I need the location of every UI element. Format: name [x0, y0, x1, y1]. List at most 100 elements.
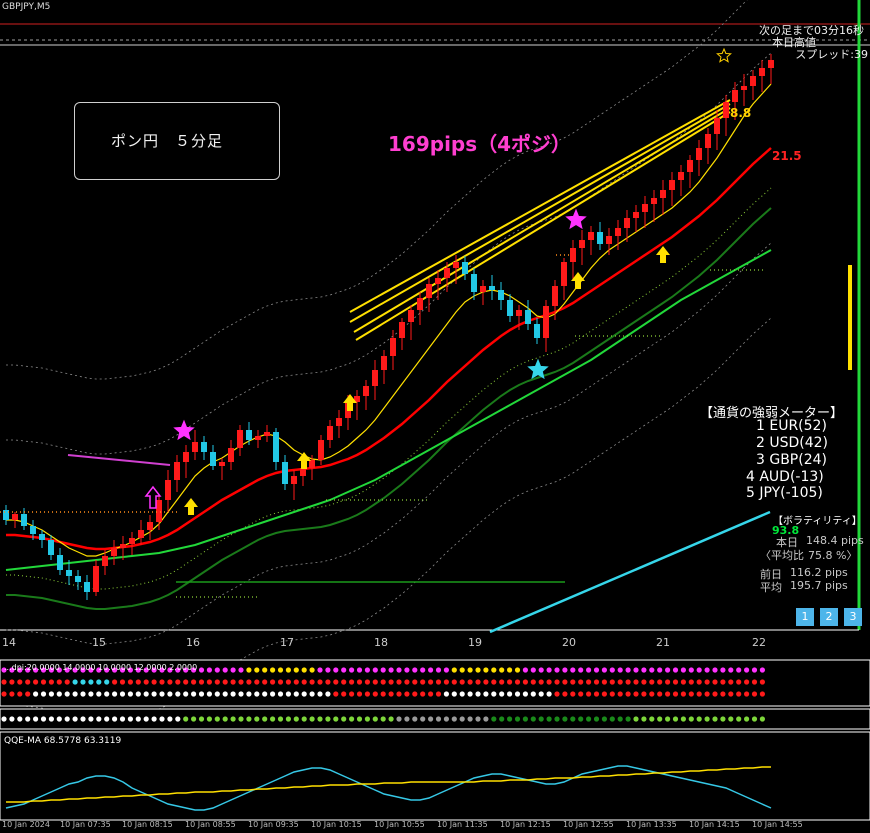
indicator-dot [546, 691, 552, 697]
candle-body [300, 468, 306, 476]
candle-body [66, 570, 72, 576]
indicator-dot [641, 691, 647, 697]
indicator-dot [222, 691, 228, 697]
indicator-dot [40, 691, 47, 697]
indicator-dot [538, 679, 544, 685]
subpanel-2-dots [1, 716, 766, 722]
indicator-dot [333, 691, 339, 697]
candle-body [390, 338, 396, 356]
indicator-dot [657, 667, 663, 673]
indicator-dot [751, 679, 758, 685]
indicator-dot [246, 679, 252, 685]
indicator-dot [191, 716, 197, 722]
indicator-dot [64, 691, 70, 697]
indicator-dot [728, 679, 734, 685]
page-button-1[interactable]: 1 [796, 608, 814, 626]
indicator-dot [198, 716, 205, 722]
indicator-dot [238, 667, 244, 673]
indicator-dot [649, 716, 655, 722]
title-box: ポン円 ５分足 [74, 102, 280, 180]
indicator-dot [712, 679, 718, 685]
indicator-dot [601, 716, 608, 722]
indicator-dot [641, 679, 647, 685]
indicator-dot [88, 716, 94, 722]
indicator-dot [293, 716, 299, 722]
indicator-dot [1, 716, 7, 722]
subpanel-1-dots [1, 667, 766, 697]
indicator-dot [601, 679, 608, 685]
indicator-dot [238, 691, 244, 697]
indicator-dot [696, 667, 702, 673]
indicator-dot [64, 667, 70, 673]
indicator-dot [17, 716, 23, 722]
indicator-dot [428, 679, 434, 685]
indicator-dot [112, 679, 118, 685]
candle-body [363, 386, 369, 396]
indicator-dot [317, 667, 323, 673]
subpanel-1-label: ...dpi:20.0000 14.0000 10.0000 12.0000 2… [4, 663, 198, 672]
indicator-dot [135, 679, 141, 685]
indicator-dot [325, 667, 331, 673]
indicator-dot [396, 679, 402, 685]
indicator-dot [40, 716, 47, 722]
indicator-dot [1, 679, 7, 685]
indicator-dot [554, 691, 560, 697]
candle-body [579, 240, 585, 248]
candle-body [165, 480, 171, 500]
page-button-2[interactable]: 2 [820, 608, 838, 626]
indicator-dot [127, 679, 133, 685]
indicator-dot [720, 716, 726, 722]
indicator-dot [104, 691, 110, 697]
time-label: 10 Jan 14:15 [689, 820, 740, 829]
indicator-dot [167, 691, 173, 697]
indicator-dot [712, 691, 718, 697]
time-label: 10 Jan 13:35 [626, 820, 677, 829]
indicator-dot [443, 691, 449, 697]
candle-body [507, 300, 513, 316]
indicator-dot [578, 679, 584, 685]
indicator-dot [483, 667, 489, 673]
indicator-dot [665, 716, 671, 722]
indicator-dot [744, 667, 750, 673]
ma-mid-line [6, 147, 772, 551]
time-label: 10 Jan 12:55 [563, 820, 614, 829]
indicator-dot [680, 667, 687, 673]
page-button-3[interactable]: 3 [844, 608, 862, 626]
star-icon [716, 47, 732, 63]
candle-body [21, 514, 27, 526]
indicator-dot [609, 667, 615, 673]
indicator-dot [183, 716, 189, 722]
candle-body [57, 555, 63, 570]
indicator-dot [451, 667, 457, 673]
candle-body [93, 566, 99, 592]
indicator-dot [507, 679, 513, 685]
indicator-dot [56, 691, 62, 697]
indicator-dot [104, 679, 110, 685]
indicator-dot [665, 691, 671, 697]
ma-value-label: 21.5 [772, 149, 802, 163]
headline-text: 169pips（4ポジ） [388, 132, 572, 156]
indicator-dot [372, 691, 378, 697]
indicator-dot [459, 691, 465, 697]
indicator-dot [198, 691, 205, 697]
indicator-dot [88, 679, 94, 685]
indicator-dot [206, 691, 212, 697]
indicator-dot [17, 691, 23, 697]
time-label: 10 Jan 10:55 [374, 820, 425, 829]
indicator-dot [593, 716, 600, 722]
candle-body [732, 90, 738, 102]
indicator-dot [617, 667, 623, 673]
candle-body [426, 284, 432, 298]
indicator-dot [262, 667, 268, 673]
indicator-dot [230, 691, 236, 697]
indicator-dot [672, 679, 679, 685]
indicator-dot [25, 716, 31, 722]
indicator-dot [175, 667, 181, 673]
indicator-dot [625, 691, 631, 697]
star-icon [565, 208, 587, 230]
indicator-dot [665, 679, 671, 685]
indicator-dot [317, 691, 323, 697]
trend-line [349, 99, 731, 313]
indicator-dot [475, 691, 481, 697]
indicator-dot [530, 679, 536, 685]
